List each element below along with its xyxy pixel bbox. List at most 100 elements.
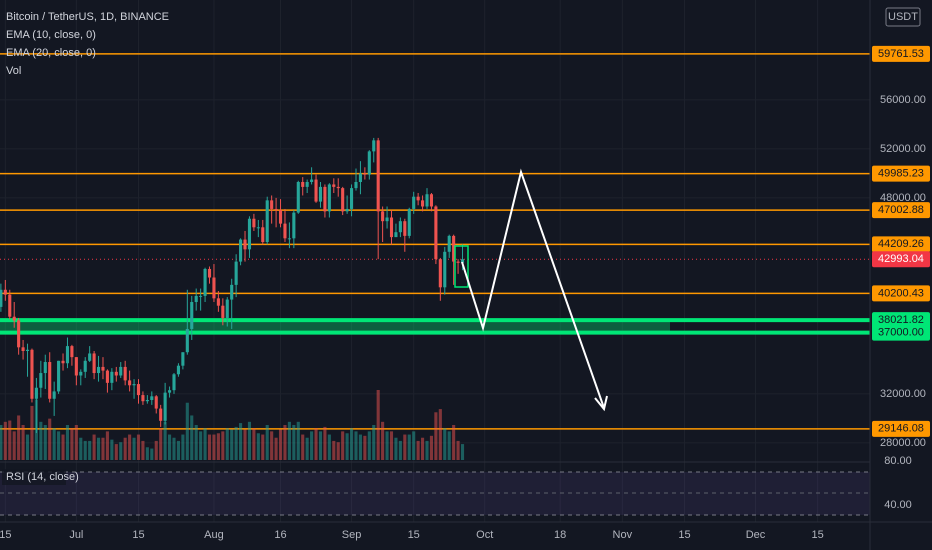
candle-body	[345, 208, 349, 212]
volume-bar	[385, 431, 389, 460]
volume-bar	[452, 425, 456, 460]
volume-bar	[265, 425, 269, 460]
candle-body	[443, 251, 447, 288]
candle-body	[212, 277, 216, 299]
x-tick-label: 15	[0, 529, 11, 541]
candle-body	[132, 384, 136, 386]
level-label: 37000.00	[878, 327, 924, 339]
x-tick-label: Aug	[204, 529, 224, 541]
candle-body	[460, 259, 465, 263]
volume-bar	[367, 431, 371, 460]
candle-body	[274, 208, 278, 211]
volume-bar	[349, 428, 354, 460]
drawing-box	[454, 245, 469, 288]
y-tick-label: 28000.00	[880, 437, 926, 449]
candle-body	[101, 366, 105, 371]
volume-bar	[354, 431, 358, 460]
volume-bar	[381, 421, 385, 460]
volume-bar	[21, 425, 25, 460]
candle-body	[434, 206, 438, 260]
candle-body	[141, 395, 145, 402]
candle-body	[327, 184, 331, 212]
volume-bar	[270, 431, 274, 460]
volume-bar	[398, 440, 402, 460]
volume-bar	[176, 440, 180, 460]
volume-bar	[407, 434, 411, 460]
rsi-label: RSI (14, close)	[6, 471, 79, 483]
candle-body	[61, 360, 65, 364]
candle-body	[207, 268, 212, 278]
volume-bar	[296, 421, 300, 460]
candle-body	[21, 347, 25, 352]
currency-label: USDT	[888, 11, 918, 23]
volume-bar	[372, 425, 376, 460]
candle-body	[358, 173, 362, 182]
candle-body	[96, 366, 101, 374]
level-tag	[872, 324, 930, 341]
candle-body	[354, 181, 358, 189]
volume-bar	[123, 437, 127, 460]
candle-body	[3, 289, 7, 295]
volume-bar	[230, 429, 234, 460]
volume-bar	[136, 434, 141, 460]
volume-bar	[141, 440, 145, 460]
volume-bar	[128, 434, 132, 460]
volume-bar	[168, 434, 172, 460]
candle-body	[83, 360, 87, 372]
candle-body	[389, 217, 394, 238]
candle-body	[318, 186, 323, 202]
y-tick-label: 32000.00	[880, 388, 926, 400]
volume-bar	[421, 437, 425, 460]
candle-body	[119, 366, 123, 376]
candle-body	[92, 353, 96, 374]
volume-bar	[305, 437, 309, 460]
level-tag	[872, 236, 930, 253]
volume-bar	[327, 434, 331, 460]
volume-bar	[3, 421, 7, 460]
volume-bar	[203, 428, 207, 460]
candle-body	[34, 387, 38, 399]
candle-body	[385, 217, 389, 222]
candle-body	[363, 173, 367, 175]
volume-bar	[225, 428, 229, 460]
volume-bar	[88, 440, 92, 460]
volume-bar	[256, 433, 260, 460]
y-tick-label: 56000.00	[880, 94, 926, 106]
volume-bar	[154, 440, 158, 460]
volume-bar	[79, 437, 83, 460]
candle-body	[221, 305, 225, 318]
last-price-label: 42993.04	[878, 253, 924, 265]
volume-bar	[48, 418, 52, 460]
candle-body	[305, 181, 309, 187]
candle-body	[407, 208, 411, 236]
candle-body	[287, 238, 291, 240]
volume-bar	[65, 425, 70, 460]
volume-bar	[274, 437, 278, 460]
volume-bar	[25, 434, 30, 460]
volume-bar	[30, 405, 34, 460]
volume-bar	[17, 415, 21, 460]
volume-bar	[336, 442, 340, 460]
x-tick-label: 15	[132, 529, 144, 541]
volume-bar	[301, 434, 305, 460]
candle-body	[239, 239, 243, 262]
candle-body	[88, 353, 92, 361]
x-tick-label: 15	[678, 529, 690, 541]
volume-bar	[314, 428, 318, 460]
level-label: 47002.88	[878, 204, 924, 216]
candle-body	[216, 298, 220, 306]
candle-body	[314, 179, 318, 202]
candle-body	[452, 235, 456, 262]
candle-body	[349, 188, 354, 209]
volume-bar	[207, 434, 212, 460]
x-tick-label: 16	[274, 529, 286, 541]
volume-bar	[456, 440, 460, 460]
volume-bar	[70, 428, 74, 460]
x-tick-label: 15	[408, 529, 420, 541]
candle-body	[25, 349, 30, 352]
arrow-head	[594, 395, 608, 412]
candle-body	[256, 227, 260, 229]
volume-bar	[243, 429, 247, 460]
currency-box	[885, 7, 921, 27]
candle-body	[159, 408, 163, 421]
